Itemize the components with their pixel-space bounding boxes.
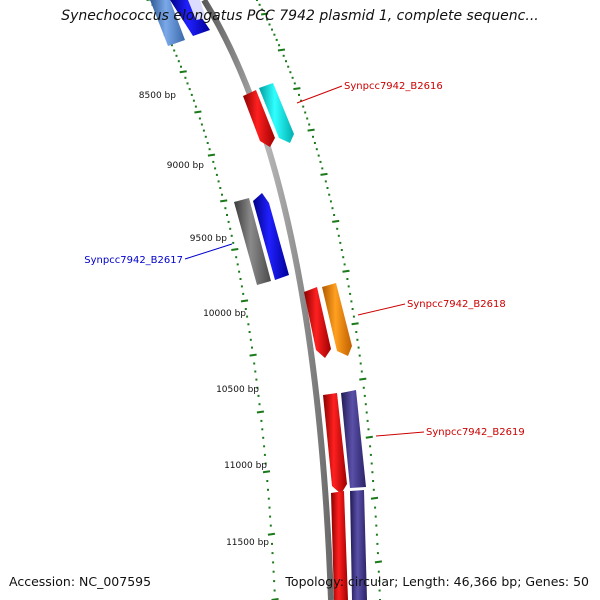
ruler-tick-major — [240, 299, 249, 303]
ruler-label-9500: 9500 bp — [190, 234, 227, 244]
ruler-tick-major — [365, 435, 373, 439]
feature-navy-b2619[interactable] — [341, 390, 366, 488]
ruler-labels: 8500 bp 9000 bp 9500 bp 10000 bp 10500 b… — [139, 91, 269, 548]
ruler-tick-major — [320, 172, 328, 176]
feature-blue-b2617[interactable] — [253, 193, 289, 280]
ruler-tick-major — [231, 248, 239, 251]
ruler-tick-major — [342, 269, 350, 273]
ruler-label-9000: 9000 bp — [167, 161, 204, 171]
ruler-ticks-outer — [256, 0, 383, 600]
feature-orange-b2618[interactable] — [322, 283, 352, 356]
accession-text: Accession: NC_007595 — [9, 574, 152, 589]
ruler-label-10500: 10500 bp — [216, 385, 259, 395]
callout-line-b2619 — [375, 431, 425, 437]
gene-features — [150, 0, 367, 600]
ruler-tick-major — [370, 496, 379, 500]
ruler-tick-major — [332, 219, 340, 223]
feature-cyan-b2616[interactable] — [259, 83, 294, 143]
ruler-tick-major — [260, 12, 269, 16]
gene-label-b2618[interactable]: Synpcc7942_B2618 — [407, 299, 506, 310]
ruler-tick-major — [293, 87, 301, 91]
feature-navy-bottom — [350, 490, 367, 600]
gene-label-b2619[interactable]: Synpcc7942_B2619 — [426, 427, 525, 438]
ruler-tick-major — [262, 470, 271, 474]
ruler-tick-major — [220, 199, 228, 203]
plasmid-backbone — [201, 0, 334, 600]
gene-labels: Synpcc7942_B2616 Synpcc7942_B2617 Synpcc… — [84, 81, 524, 438]
ruler-tick-major — [277, 48, 286, 52]
gene-callouts — [184, 85, 425, 437]
ruler-tick-major — [194, 110, 202, 114]
feature-gray-b2617[interactable] — [234, 198, 271, 285]
feature-blue-top — [170, 0, 210, 36]
ruler-tick-major — [359, 377, 367, 381]
ruler-label-11500: 11500 bp — [226, 538, 269, 548]
feature-red-b2616[interactable] — [243, 90, 275, 147]
callout-line-b2618 — [357, 303, 406, 316]
ruler-tick-major — [351, 322, 359, 326]
ruler-tick-major — [249, 353, 257, 357]
gene-label-b2617[interactable]: Synpcc7942_B2617 — [84, 255, 183, 266]
ruler-tick-major — [207, 153, 216, 157]
map-title: Synechococcus elongatus PCC 7942 plasmid… — [61, 8, 539, 24]
ruler-label-11000: 11000 bp — [224, 461, 267, 471]
callout-line-b2616 — [296, 85, 343, 104]
ruler-label-8500: 8500 bp — [139, 91, 176, 101]
gene-label-b2616[interactable]: Synpcc7942_B2616 — [344, 81, 443, 92]
callout-line-b2617 — [184, 243, 233, 260]
ruler-tick-major — [307, 128, 315, 132]
topology-summary: Topology: circular; Length: 46,366 bp; G… — [285, 574, 589, 589]
feature-red-bottom — [331, 491, 348, 600]
ruler-ticks-inner — [146, 0, 279, 600]
feature-steelblue — [150, 0, 185, 46]
feature-white-top — [188, 0, 206, 20]
ruler-tick-major — [179, 70, 187, 74]
feature-red-b2619[interactable] — [323, 393, 347, 494]
ruler-tick-major — [374, 560, 383, 564]
ruler-tick-major — [256, 410, 265, 414]
feature-red-b2618[interactable] — [304, 287, 331, 358]
ruler-label-10000: 10000 bp — [203, 309, 246, 319]
ruler-tick-major — [267, 532, 276, 536]
